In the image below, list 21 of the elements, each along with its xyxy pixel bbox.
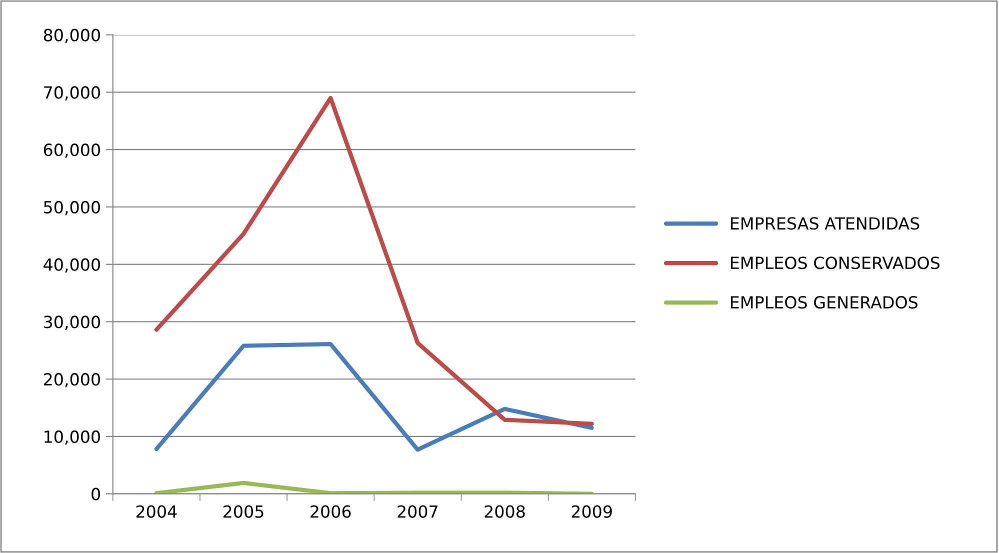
x-tick-label: 2006 (310, 505, 351, 518)
y-tick-label: 40,000 (44, 258, 100, 273)
legend-label: EMPLEOS CONSERVADOS (731, 256, 940, 270)
line-series (154, 96, 594, 426)
y-tick-label: 0 (92, 488, 100, 500)
line-series (154, 480, 594, 494)
x-tick-label: 2007 (398, 505, 438, 518)
x-tick-label: 2005 (224, 505, 264, 518)
y-tick-label: 20,000 (44, 373, 100, 388)
y-tick-label: 80,000 (44, 28, 100, 44)
x-tick-label: 2008 (484, 505, 525, 518)
y-tick-label: 60,000 (44, 144, 100, 158)
y-tick-label: 30,000 (44, 316, 100, 330)
x-tick-label: 2009 (572, 505, 612, 518)
y-tick-label: 50,000 (44, 200, 100, 216)
legend-label: EMPLEOS GENERADOS (731, 296, 918, 309)
x-tick-label: 2004 (136, 505, 177, 518)
y-tick-label: 70,000 (44, 86, 100, 100)
legend-label: EMPRESAS ATENDIDAS (731, 217, 920, 230)
y-tick-label: 10,000 (44, 430, 100, 445)
line-series (154, 342, 594, 452)
